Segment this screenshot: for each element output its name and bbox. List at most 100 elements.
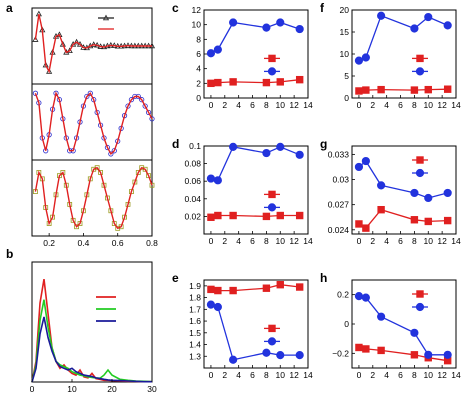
series-line-3.2: [31, 299, 153, 383]
chart-d: 0 2 4 6 8 10 12 14 0.02 0.04 0.06 0.08 0.1: [184, 141, 313, 246]
data-point: [354, 162, 364, 172]
x-tick-label: 6: [250, 236, 255, 246]
series-α: [207, 75, 304, 88]
x-tick-label: 10: [424, 100, 434, 110]
x-tick-label: 4: [384, 236, 389, 246]
data-point: [262, 23, 271, 32]
plot-frame: [203, 279, 309, 369]
data-point: [32, 90, 39, 96]
x-tick-label: 6: [398, 100, 403, 110]
data-point: [377, 85, 385, 94]
series-line: [34, 166, 153, 230]
legend-marker: [268, 54, 276, 63]
chart-h: 0 2 4 6 8 10 12 14−0.200.2: [332, 279, 461, 380]
plot-frame: [31, 261, 153, 383]
panel-letter-e: e: [172, 271, 179, 285]
x-tick-label: 0.2: [43, 238, 55, 248]
data-point: [361, 156, 370, 166]
data-point: [355, 343, 363, 352]
x-tick-label: 12: [437, 236, 447, 246]
x-tick-label: 6: [250, 100, 255, 110]
data-point: [362, 86, 370, 94]
data-point: [361, 293, 370, 302]
data-point: [108, 151, 114, 157]
panel-letter-d: d: [172, 137, 179, 151]
x-tick-label: 12: [289, 100, 299, 110]
data-point: [262, 212, 271, 221]
data-point: [276, 18, 285, 27]
panel-letter-g: g: [320, 137, 327, 151]
data-point: [410, 351, 419, 359]
data-point: [94, 165, 100, 171]
data-point: [362, 224, 370, 232]
x-tick-label: 10: [276, 236, 286, 246]
chart-e: 0 2 4 6 8 10 12 14 1.31.4 1.5 1.6 1.71.8 1.9: [189, 279, 313, 380]
y-tick-label: 0.2: [337, 290, 349, 300]
legend-marker: [415, 67, 425, 76]
x-tick-label: 10: [276, 100, 286, 110]
x-tick-label: 10: [67, 384, 77, 394]
data-point: [443, 188, 452, 198]
y-tick-label: 0: [344, 319, 349, 329]
series-line: [358, 295, 448, 356]
data-point: [377, 346, 385, 355]
data-point: [424, 12, 433, 22]
series-0: [32, 90, 155, 157]
legend-marker: [416, 290, 424, 298]
x-tick-label: 8: [264, 236, 269, 246]
data-point: [229, 18, 238, 27]
y-tick-label: 10: [192, 20, 202, 30]
x-tick-label: 14: [451, 370, 461, 380]
series-line: [210, 303, 300, 361]
series-1: [34, 91, 153, 156]
panel-letter-c: c: [172, 1, 179, 15]
x-tick-label: 0.6: [112, 238, 124, 248]
data-point: [84, 93, 90, 100]
x-tick-label: 4: [236, 370, 241, 380]
x-tick-label: 14: [303, 370, 313, 380]
panel-letter-h: h: [320, 271, 327, 285]
chart-g: 0 2 4 6 8 10 12 14 0.024 0.027 0.03 0.033: [328, 145, 461, 246]
plot-frame: [351, 145, 457, 235]
series-line: [358, 88, 448, 92]
x-tick-label: 0: [357, 100, 362, 110]
data-point: [355, 220, 363, 228]
subpanel-a-1: [31, 7, 156, 85]
y-tick-label: 0.024: [328, 225, 350, 235]
chart-a: 0.2 0.4 0.6 0.8: [31, 7, 158, 248]
data-point: [229, 142, 238, 151]
data-point: [207, 79, 215, 88]
data-point: [361, 53, 370, 62]
legend-marker: [268, 324, 276, 333]
data-point: [142, 103, 148, 109]
x-tick-label: 20: [107, 384, 117, 394]
data-point: [66, 47, 73, 53]
y-tick-label: 1.3: [189, 351, 201, 361]
data-point: [262, 284, 271, 292]
x-tick-label: 4: [384, 370, 389, 380]
series-α: [207, 211, 304, 221]
series-line: [210, 21, 300, 54]
data-point: [59, 40, 66, 47]
subpanel-a-3: [31, 159, 155, 237]
y-tick-label: 0.1: [189, 141, 201, 151]
data-point: [410, 86, 419, 94]
series-line: [210, 214, 300, 218]
series-line: [210, 146, 300, 182]
x-tick-label: 14: [451, 100, 461, 110]
data-point: [295, 150, 304, 159]
y-tick-label: 0.08: [184, 159, 201, 169]
x-tick-label: 8: [264, 370, 269, 380]
data-point: [276, 142, 285, 151]
data-point: [354, 292, 364, 301]
data-point: [424, 85, 432, 94]
x-tick-label: 14: [451, 236, 461, 246]
subpanel-a-2: [31, 83, 155, 161]
data-point: [424, 350, 433, 359]
panel-letter-a: a: [6, 1, 13, 15]
data-point: [139, 97, 145, 103]
series-line: [210, 284, 300, 292]
x-tick-label: 0: [209, 370, 214, 380]
